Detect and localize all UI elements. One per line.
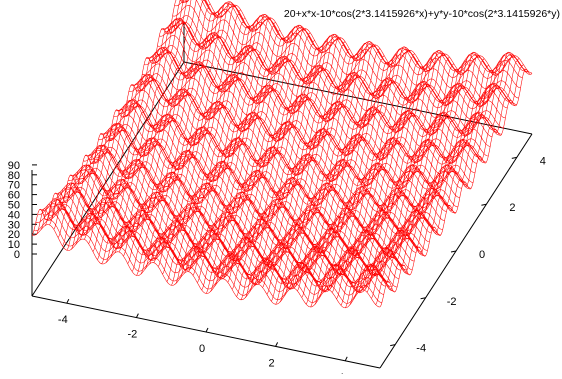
z-tick-label: 10 (8, 239, 20, 251)
mesh-line-y (107, 129, 457, 214)
y-tick (511, 156, 517, 159)
mesh-line-y (47, 208, 396, 293)
mesh-line-y (62, 191, 411, 276)
mesh-line-y (168, 21, 517, 106)
mesh-line-y (136, 80, 485, 164)
y-tick (420, 297, 426, 300)
y-tick-label: -4 (416, 343, 426, 355)
mesh-line-y (140, 73, 489, 158)
x-tick-label: 2 (269, 357, 275, 369)
mesh-line-y (166, 22, 515, 107)
mesh-line-y (87, 144, 436, 229)
mesh-line-y (35, 211, 384, 296)
mesh-line-y (50, 195, 400, 280)
y-tick (481, 203, 487, 206)
mesh-line-y (174, 0, 523, 79)
mesh-line-y (58, 187, 407, 272)
mesh-line-y (138, 79, 487, 164)
y-tick-label: 4 (540, 155, 546, 167)
mesh-line-y (81, 158, 430, 243)
z-tick-label: 90 (8, 160, 20, 172)
z-tick-label: 80 (8, 170, 20, 182)
x-tick (205, 327, 209, 333)
mesh-line-y (31, 224, 381, 309)
mesh-line-y (41, 199, 390, 284)
mesh-line-y (33, 219, 382, 304)
z-tick-label: 50 (8, 200, 20, 212)
mesh-line-y (180, 0, 529, 74)
y-tick-label: -2 (447, 296, 457, 308)
z-tick-label: 60 (8, 190, 20, 202)
mesh-line-y (92, 152, 441, 237)
mesh-line-y (142, 63, 491, 148)
legend-label: 20+x*x-10*cos(2*3.1415926*x)+y*y-10*cos(… (284, 8, 560, 20)
mesh-line-y (79, 167, 428, 252)
mesh-line-y (109, 124, 458, 209)
y-tick (390, 344, 396, 347)
mesh-line-y (115, 99, 464, 184)
mesh-line-y (159, 25, 508, 110)
mesh-line-y (66, 178, 415, 263)
mesh-line-y (125, 99, 474, 184)
mesh-line-y (85, 144, 434, 229)
z-tick-label: 40 (8, 209, 20, 221)
mesh-line-y (123, 105, 472, 190)
x-tick (344, 356, 348, 362)
x-tick-label: -4 (58, 314, 68, 326)
mesh-line-y (52, 187, 401, 272)
surface-mesh (31, 0, 533, 309)
mesh-line-y (172, 5, 521, 89)
z-tick-label: 0 (14, 249, 20, 261)
x-tick-label: -2 (128, 329, 138, 341)
x-tick-label: 0 (199, 343, 205, 355)
mesh-line-y (170, 15, 519, 100)
mesh-line-y (64, 186, 413, 271)
mesh-line-y (155, 45, 504, 130)
y-tick-label: 2 (509, 202, 515, 214)
mesh-line-y (201, 0, 525, 73)
mesh-line-y (71, 164, 420, 249)
mesh-line-y (56, 183, 405, 268)
z-tick-label: 70 (8, 180, 20, 192)
z-tick-label: 20 (8, 229, 20, 241)
x-tick (66, 298, 70, 304)
x-tick (135, 313, 139, 318)
mesh-line-y (68, 169, 417, 254)
mesh-line-y (144, 53, 493, 138)
mesh-line-y (75, 172, 424, 257)
mesh-line-y (203, 0, 527, 71)
mesh-line-y (77, 172, 426, 257)
mesh-line-y (183, 0, 533, 75)
mesh-line-y (161, 18, 510, 103)
mesh-line-y (153, 51, 502, 136)
mesh-line-y (60, 191, 409, 276)
mesh-line-y (111, 114, 460, 199)
z-tick-label: 30 (8, 219, 20, 231)
mesh-line-y (128, 80, 477, 165)
mesh-line-y (145, 47, 495, 132)
x-tick (275, 342, 279, 347)
mesh-line-y (94, 146, 443, 231)
mesh-line-y (73, 168, 422, 253)
y-tick-label: 0 (479, 249, 485, 261)
mesh-line-y (37, 203, 386, 288)
y-tick (450, 250, 457, 253)
mesh-line-y (126, 90, 476, 174)
mesh-line-y (182, 0, 531, 76)
mesh-line-y (151, 52, 500, 137)
